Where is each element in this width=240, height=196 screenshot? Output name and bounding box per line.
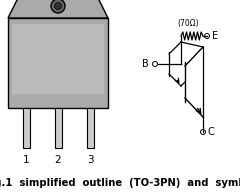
Circle shape [51, 0, 65, 13]
Bar [12, 24, 104, 94]
Text: (70Ω): (70Ω) [177, 19, 199, 28]
Text: 2: 2 [55, 155, 61, 165]
Circle shape [152, 62, 157, 66]
Circle shape [200, 130, 205, 134]
Text: Fig.1  simplified  outline  (TO-3PN)  and  symbol: Fig.1 simplified outline (TO-3PN) and sy… [0, 178, 240, 188]
Text: E: E [212, 31, 218, 41]
Text: B: B [142, 59, 149, 69]
Bar [86, 108, 94, 148]
Circle shape [204, 34, 210, 38]
Text: 3: 3 [87, 155, 93, 165]
Bar [54, 108, 61, 148]
Polygon shape [8, 0, 108, 18]
Bar [8, 18, 108, 108]
Text: 1: 1 [23, 155, 29, 165]
Bar [23, 108, 30, 148]
Text: C: C [208, 127, 215, 137]
Circle shape [54, 3, 61, 9]
